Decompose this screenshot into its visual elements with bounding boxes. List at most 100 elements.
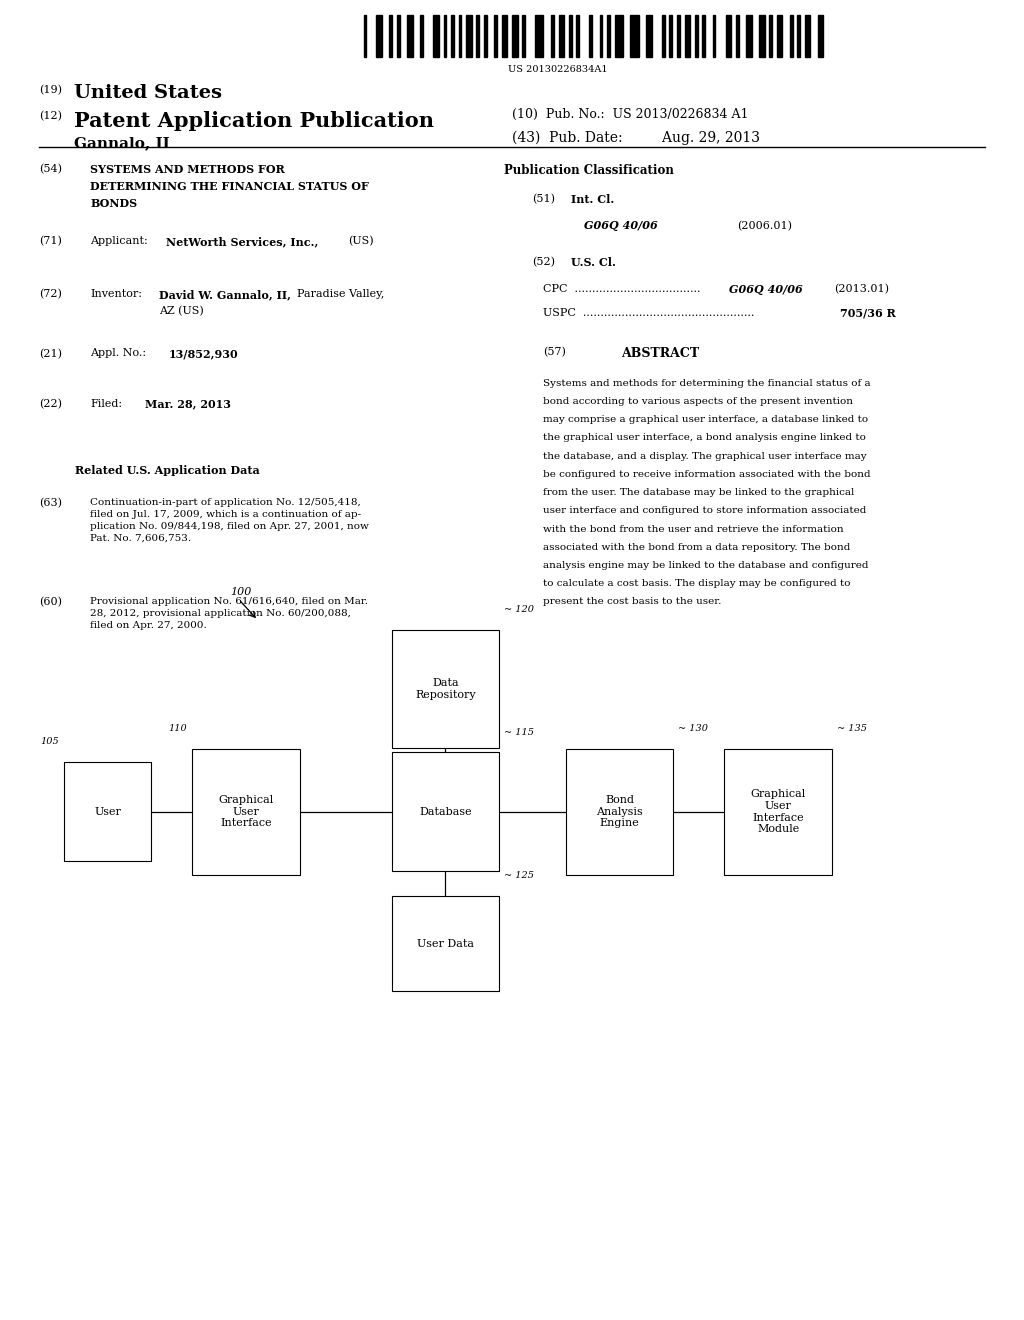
- Bar: [577, 15, 580, 57]
- Bar: [790, 15, 793, 57]
- Text: Inventor:: Inventor:: [90, 289, 142, 300]
- Text: DETERMINING THE FINANCIAL STATUS OF: DETERMINING THE FINANCIAL STATUS OF: [90, 181, 369, 191]
- Text: User Data: User Data: [417, 939, 474, 949]
- Bar: [677, 15, 680, 57]
- Text: Data
Repository: Data Repository: [415, 678, 476, 700]
- Text: be configured to receive information associated with the bond: be configured to receive information ass…: [543, 470, 870, 479]
- Bar: [759, 15, 765, 57]
- Text: associated with the bond from a data repository. The bond: associated with the bond from a data rep…: [543, 543, 850, 552]
- Text: 100: 100: [230, 586, 252, 597]
- Text: (63): (63): [39, 498, 61, 508]
- Bar: [702, 15, 706, 57]
- Text: Filed:: Filed:: [90, 399, 122, 409]
- Bar: [590, 15, 592, 57]
- Text: Publication Classification: Publication Classification: [504, 164, 674, 177]
- Text: Continuation-in-part of application No. 12/505,418,
filed on Jul. 17, 2009, whic: Continuation-in-part of application No. …: [90, 498, 369, 543]
- Text: (US): (US): [348, 236, 374, 247]
- Text: Systems and methods for determining the financial status of a: Systems and methods for determining the …: [543, 379, 870, 388]
- Text: United States: United States: [74, 84, 222, 103]
- Bar: [695, 15, 697, 57]
- Bar: [631, 15, 639, 57]
- Bar: [502, 15, 507, 57]
- Text: BONDS: BONDS: [90, 198, 137, 209]
- Text: Bond
Analysis
Engine: Bond Analysis Engine: [596, 795, 643, 829]
- Text: the database, and a display. The graphical user interface may: the database, and a display. The graphic…: [543, 451, 866, 461]
- Bar: [746, 15, 752, 57]
- Bar: [364, 15, 367, 57]
- Bar: [725, 750, 831, 874]
- Text: (22): (22): [39, 399, 61, 409]
- Text: (60): (60): [39, 597, 61, 607]
- Bar: [476, 15, 479, 57]
- Text: ~ 130: ~ 130: [678, 725, 709, 734]
- Bar: [559, 15, 564, 57]
- Text: (21): (21): [39, 348, 61, 359]
- Text: Provisional application No. 61/616,640, filed on Mar.
28, 2012, provisional appl: Provisional application No. 61/616,640, …: [90, 597, 368, 630]
- Text: Related U.S. Application Data: Related U.S. Application Data: [75, 465, 259, 475]
- Text: (71): (71): [39, 236, 61, 247]
- Bar: [391, 896, 500, 991]
- Text: with the bond from the user and retrieve the information: with the bond from the user and retrieve…: [543, 524, 844, 533]
- Bar: [397, 15, 399, 57]
- Text: (19): (19): [39, 84, 61, 95]
- Text: Database: Database: [419, 807, 472, 817]
- Text: User: User: [94, 807, 121, 817]
- Bar: [459, 15, 462, 57]
- Text: may comprise a graphical user interface, a database linked to: may comprise a graphical user interface,…: [543, 416, 868, 424]
- Text: Applicant:: Applicant:: [90, 236, 147, 247]
- Bar: [670, 15, 672, 57]
- Text: 13/852,930: 13/852,930: [169, 348, 239, 359]
- Text: (51): (51): [532, 194, 555, 205]
- Bar: [536, 15, 544, 57]
- Bar: [452, 15, 454, 57]
- Text: Patent Application Publication: Patent Application Publication: [74, 111, 434, 131]
- Bar: [600, 15, 602, 57]
- Text: the graphical user interface, a bond analysis engine linked to: the graphical user interface, a bond ana…: [543, 433, 865, 442]
- Text: SYSTEMS AND METHODS FOR: SYSTEMS AND METHODS FOR: [90, 164, 285, 174]
- Text: (52): (52): [532, 257, 555, 268]
- Text: present the cost basis to the user.: present the cost basis to the user.: [543, 598, 721, 606]
- Bar: [818, 15, 823, 57]
- Bar: [607, 15, 610, 57]
- Text: Int. Cl.: Int. Cl.: [571, 194, 614, 205]
- Bar: [443, 15, 446, 57]
- Bar: [777, 15, 782, 57]
- Text: Mar. 28, 2013: Mar. 28, 2013: [145, 399, 231, 409]
- Text: AZ (US): AZ (US): [159, 306, 204, 317]
- Text: 105: 105: [40, 738, 58, 747]
- Bar: [565, 750, 674, 874]
- Bar: [433, 15, 438, 57]
- Text: user interface and configured to store information associated: user interface and configured to store i…: [543, 507, 866, 515]
- Bar: [798, 15, 800, 57]
- Text: U.S. Cl.: U.S. Cl.: [571, 257, 616, 268]
- Text: analysis engine may be linked to the database and configured: analysis engine may be linked to the dat…: [543, 561, 868, 570]
- Text: ABSTRACT: ABSTRACT: [622, 347, 699, 360]
- Bar: [736, 15, 738, 57]
- Text: (72): (72): [39, 289, 61, 300]
- Bar: [495, 15, 497, 57]
- Bar: [377, 15, 382, 57]
- Bar: [646, 15, 651, 57]
- Text: (10)  Pub. No.:  US 2013/0226834 A1: (10) Pub. No.: US 2013/0226834 A1: [512, 108, 749, 121]
- Text: Appl. No.:: Appl. No.:: [90, 348, 146, 359]
- Text: David W. Gannalo, II,: David W. Gannalo, II,: [159, 289, 291, 300]
- Text: CPC  ....................................: CPC ....................................: [543, 284, 700, 294]
- Text: US 20130226834A1: US 20130226834A1: [508, 65, 608, 74]
- Text: (54): (54): [39, 164, 61, 174]
- Bar: [391, 752, 500, 871]
- Bar: [63, 762, 152, 861]
- Text: to calculate a cost basis. The display may be configured to: to calculate a cost basis. The display m…: [543, 579, 850, 589]
- Text: (2006.01): (2006.01): [737, 220, 793, 231]
- Bar: [193, 750, 299, 874]
- Text: Graphical
User
Interface: Graphical User Interface: [218, 795, 273, 829]
- Bar: [391, 630, 500, 748]
- Text: ~ 135: ~ 135: [838, 725, 867, 734]
- Text: bond according to various aspects of the present invention: bond according to various aspects of the…: [543, 397, 853, 407]
- Text: from the user. The database may be linked to the graphical: from the user. The database may be linke…: [543, 488, 854, 498]
- Text: ~ 120: ~ 120: [504, 605, 535, 614]
- Bar: [662, 15, 665, 57]
- Text: G06Q 40/06: G06Q 40/06: [729, 284, 803, 294]
- Bar: [466, 15, 472, 57]
- Text: Graphical
User
Interface
Module: Graphical User Interface Module: [751, 789, 806, 834]
- Bar: [522, 15, 525, 57]
